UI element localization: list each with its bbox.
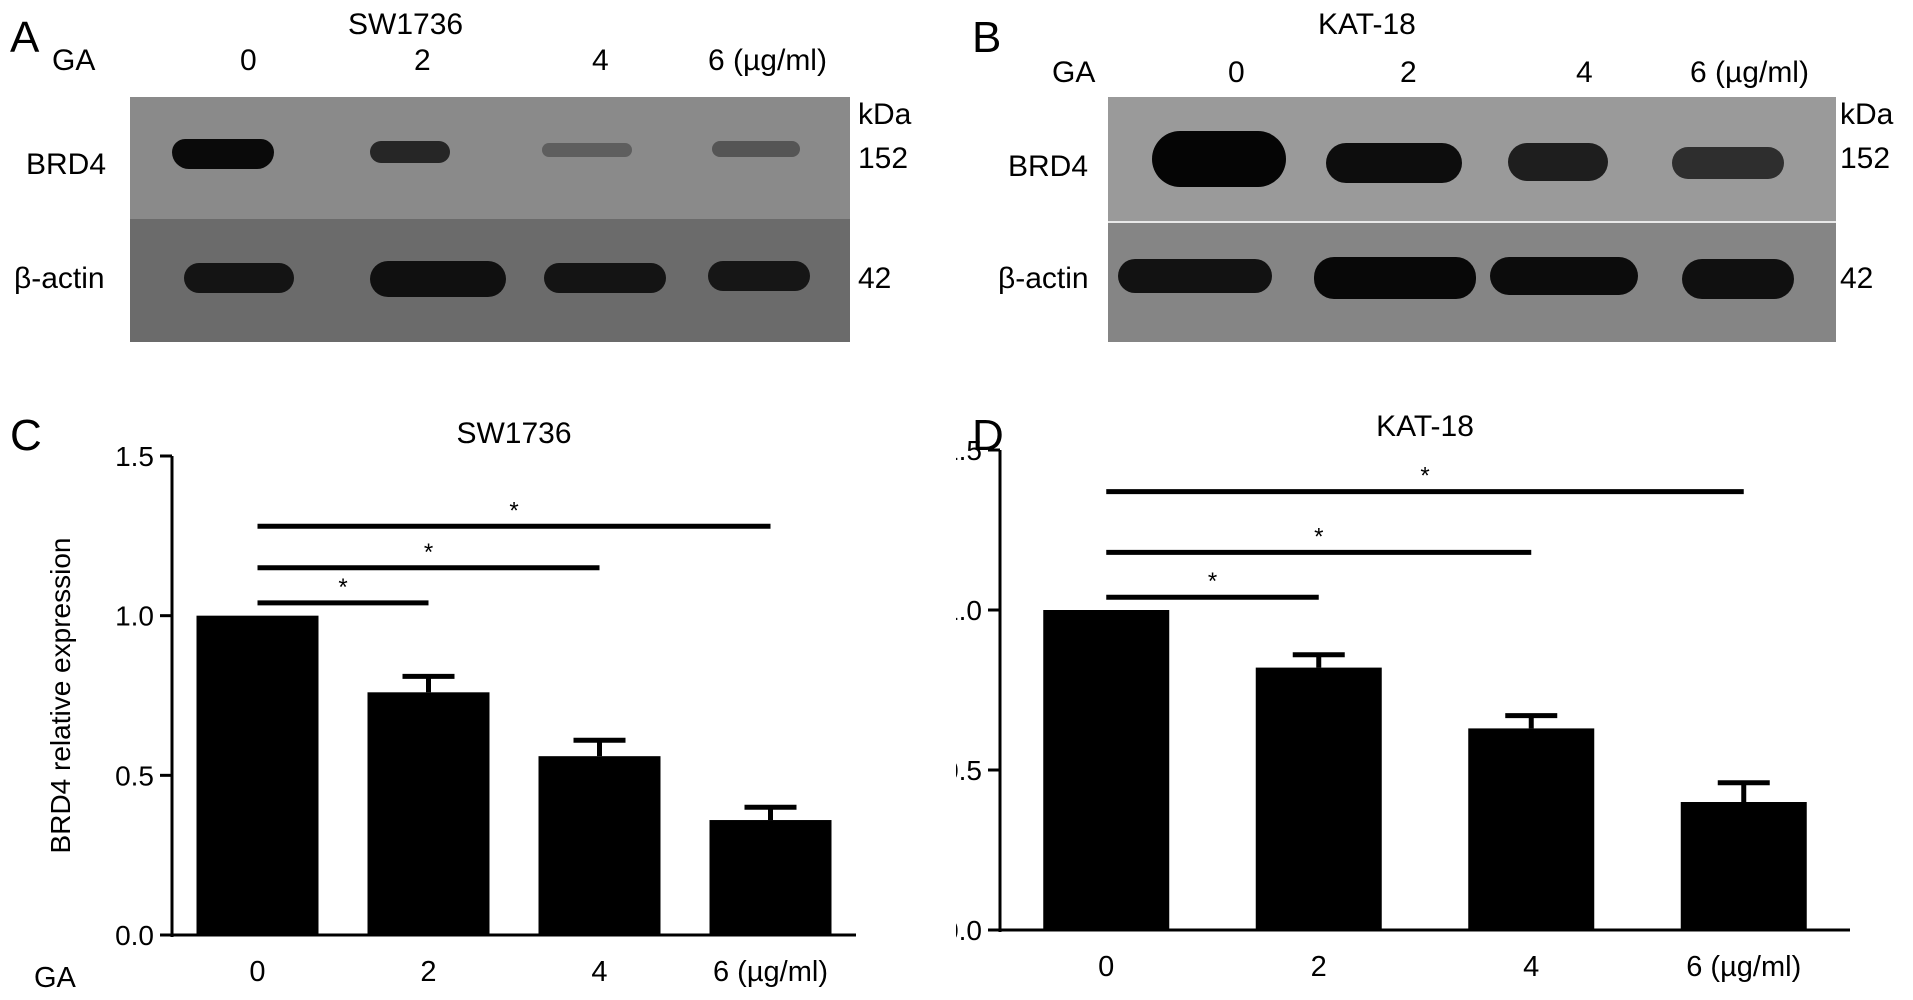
x-tick-label-c-1: 2 (420, 956, 436, 988)
bar-d-1 (1255, 667, 1382, 930)
bar-c-2 (538, 756, 661, 935)
band-brd4-a-3 (712, 141, 800, 157)
band-actin-b-2 (1490, 257, 1638, 295)
y-tick-label-c-2: 1.0 (115, 601, 154, 632)
x-tick-label-d-0: 0 (1098, 951, 1114, 983)
x-tick-label-d-2: 4 (1523, 951, 1539, 983)
panel-letter-c: C (10, 411, 42, 460)
lane-label-a-3: 6 (µg/ml) (708, 44, 827, 77)
treatment-label-a: GA (52, 44, 96, 77)
x-tick-label-d-1: 2 (1311, 951, 1327, 983)
blot-title-b: KAT-18 (1318, 8, 1416, 41)
significance-star-d-2: * (1420, 463, 1429, 490)
x-tick-label-c-0: 0 (249, 956, 265, 988)
band-brd4-b-1 (1326, 143, 1462, 183)
lane-label-b-1: 2 (1400, 56, 1417, 89)
blot-divider-b (1108, 221, 1836, 223)
y-tick-label-d-2: 1.0 (956, 595, 982, 626)
bar-chart-sw1736: SW1736 BRD4 relative expression 0 2 4 6 (µg/m… (34, 417, 856, 994)
band-actin-b-1 (1314, 257, 1476, 299)
blot-strip-actin-a (130, 219, 850, 342)
x-tick-label-d-3: 6 (µg/ml) (1686, 951, 1801, 983)
bar-d-3 (1680, 802, 1807, 930)
lane-label-a-0: 0 (240, 44, 257, 77)
blot-strip-brd4-b (1108, 97, 1836, 221)
mw-label-brd4-a: 152 (858, 142, 909, 175)
y-tick-label-c-1: 0.5 (115, 760, 154, 791)
bar-d-2 (1468, 728, 1595, 930)
blot-strip-brd4-a (130, 97, 850, 219)
x-tick-label-c-2: 4 (591, 956, 607, 988)
band-brd4-a-2 (542, 143, 632, 157)
y-tick-label-d-0: 0.0 (956, 915, 982, 946)
bar-c-3 (709, 820, 832, 935)
y-tick-label-d-3: 1.5 (956, 435, 982, 466)
mw-label-actin-b: 42 (1840, 262, 1874, 295)
significance-star-c-1: * (424, 539, 433, 566)
band-actin-a-0 (184, 263, 294, 293)
mw-label-actin-a: 42 (858, 262, 892, 295)
lane-label-a-2: 4 (592, 44, 609, 77)
chart-title-c: SW1736 (456, 417, 571, 450)
lane-label-b-3: 6 (µg/ml) (1690, 56, 1809, 89)
blot-title-a: SW1736 (348, 8, 464, 41)
lane-label-a-1: 2 (414, 44, 431, 77)
y-tick-label-c-3: 1.5 (115, 441, 154, 472)
protein-label-actin-b: β-actin (998, 262, 1089, 295)
band-brd4-b-2 (1508, 143, 1608, 181)
y-tick-label-c-0: 0.0 (115, 920, 154, 951)
lane-label-b-0: 0 (1228, 56, 1245, 89)
lane-label-b-2: 4 (1576, 56, 1593, 89)
bar-d-0 (1043, 610, 1170, 930)
band-actin-b-3 (1682, 259, 1794, 299)
panel-letter-a: A (10, 13, 40, 62)
bar-c-0 (196, 615, 319, 935)
protein-label-brd4-b: BRD4 (1008, 150, 1089, 183)
band-actin-b-0 (1118, 259, 1272, 293)
panel-letter-b: B (972, 13, 1002, 62)
protein-label-brd4-a: BRD4 (26, 148, 107, 181)
y-tick-label-d-1: 0.5 (956, 755, 982, 786)
western-blot-a (130, 97, 850, 342)
western-blot-b (1108, 97, 1836, 342)
chart-title-d: KAT-18 (1376, 410, 1474, 443)
band-brd4-b-0 (1152, 131, 1286, 187)
blot-strip-actin-b (1108, 223, 1836, 342)
band-actin-a-3 (708, 261, 810, 291)
x-tick-label-c-3: 6 (µg/ml) (713, 956, 828, 988)
kda-label-a: kDa (858, 98, 912, 131)
x-axis-label-c: GA (34, 962, 77, 994)
treatment-label-b: GA (1052, 56, 1096, 89)
significance-star-c-2: * (509, 497, 518, 524)
band-brd4-a-0 (172, 139, 274, 169)
band-brd4-b-3 (1672, 147, 1784, 179)
y-axis-label-c: BRD4 relative expression (45, 538, 76, 854)
band-brd4-a-1 (370, 141, 450, 163)
mw-label-brd4-b: 152 (1840, 142, 1891, 175)
significance-star-c-0: * (338, 574, 347, 601)
significance-star-d-0: * (1208, 568, 1217, 595)
kda-label-b: kDa (1840, 98, 1894, 131)
band-actin-a-2 (544, 263, 666, 293)
significance-star-d-1: * (1314, 523, 1323, 550)
band-actin-a-1 (370, 261, 506, 297)
protein-label-actin-a: β-actin (14, 262, 105, 295)
bar-c-1 (367, 692, 490, 935)
